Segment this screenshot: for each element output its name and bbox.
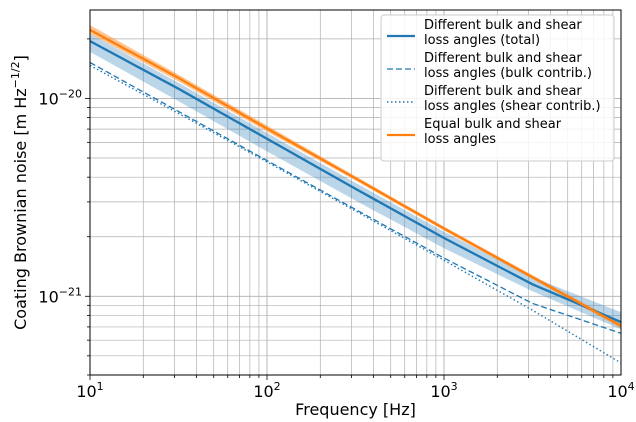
y-axis-label-exponent: −1/2 (9, 61, 22, 88)
x-axis-label: Frequency [Hz] (295, 400, 416, 419)
series-line-0 (89, 40, 622, 324)
legend-label: loss angles (bulk contrib.) (424, 66, 592, 81)
series-line-2 (89, 64, 622, 364)
x-tick-label: 104 (607, 380, 634, 401)
legend-label: loss angles (424, 132, 496, 147)
y-axis-label-close: ] (11, 55, 30, 61)
series-band-0 (90, 33, 621, 330)
legend-label: Different bulk and shear (424, 18, 582, 33)
legend-label: loss angles (total) (424, 33, 540, 48)
y-axis-label-main: Coating Brownian noise [m Hz (11, 88, 30, 330)
y-axis-label: Coating Brownian noise [m Hz−1/2] (9, 55, 30, 330)
x-tick-label: 103 (430, 380, 457, 401)
y-tick-label: 10−21 (38, 285, 82, 306)
axes-frame (89, 9, 622, 376)
x-tick-label: 101 (76, 380, 103, 401)
plot-area (89, 25, 622, 364)
legend-label: Equal bulk and shear (424, 117, 562, 132)
series-line-3 (89, 28, 622, 327)
ticks: 101 102 103 104 10−21 10−20 (38, 38, 635, 401)
legend-box (380, 14, 615, 162)
legend-label: Different bulk and shear (424, 51, 582, 66)
y-tick-label: 10−20 (38, 87, 82, 108)
series-line-1 (89, 61, 622, 334)
legend-label: loss angles (shear contrib.) (424, 99, 601, 114)
legend-label: Different bulk and shear (424, 84, 582, 99)
x-tick-label: 102 (253, 380, 280, 401)
